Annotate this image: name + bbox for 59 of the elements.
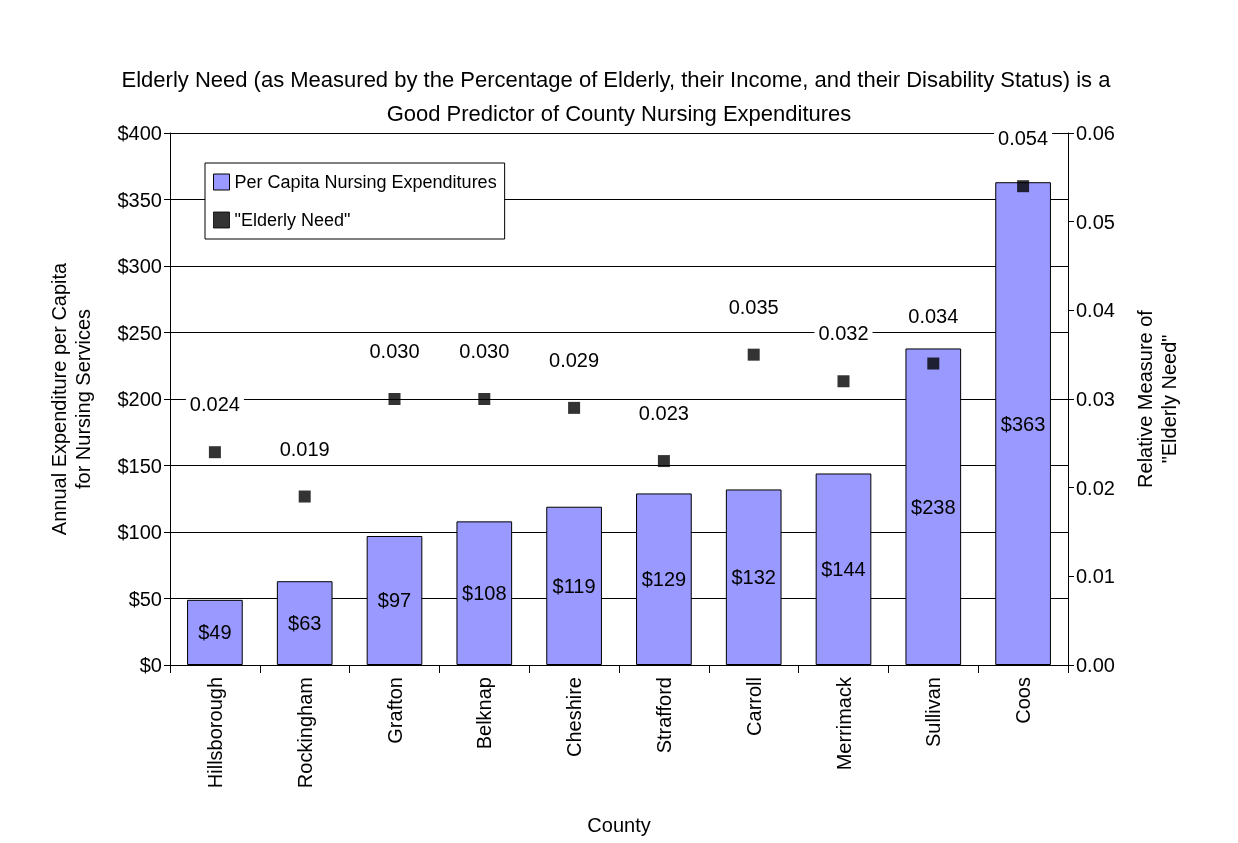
y2-tick-label: 0.05 (1076, 210, 1115, 233)
data-label: 0.023 (638, 402, 689, 425)
x-tick-label: Coos (1012, 677, 1035, 724)
point (298, 490, 311, 503)
x-tick-label: Sullivan (922, 677, 945, 748)
data-label: 0.029 (549, 348, 600, 371)
y2-tick-label: 0.01 (1076, 565, 1115, 588)
data-label: $63 (288, 612, 322, 635)
data-label: 0.035 (728, 295, 779, 318)
point (208, 446, 221, 459)
legend-label: Per Capita Nursing Expenditures (234, 172, 497, 192)
data-label: 0.034 (908, 304, 959, 327)
y2-tick-label: 0.04 (1076, 299, 1115, 322)
y-tick-label: $200 (117, 388, 162, 410)
y2-tick-label: 0.00 (1076, 654, 1115, 676)
point (478, 393, 491, 405)
x-tick-label: Carroll (742, 677, 765, 736)
y-tick-label: $0 (139, 654, 162, 676)
point (568, 401, 581, 414)
point (927, 357, 940, 370)
data-label: 0.030 (369, 340, 420, 362)
y2-tick-label: 0.02 (1076, 476, 1115, 499)
legend-label: "Elderly Need" (234, 210, 351, 230)
data-label: $363 (1000, 412, 1046, 435)
y-tick-label: $100 (117, 521, 162, 543)
data-label: $97 (377, 589, 412, 612)
x-axis-title: County (587, 814, 651, 836)
x-tick-label: Cheshire (563, 677, 586, 758)
data-label: 0.019 (279, 437, 330, 460)
point (1017, 180, 1030, 193)
x-tick-label: Strafford (652, 677, 675, 754)
data-label: $108 (462, 582, 507, 605)
y2-tick-label: 0.03 (1076, 388, 1115, 410)
y2-axis-title: Relative Measure of "Elderly Need" (1134, 309, 1180, 488)
y-axis-title: Annual Expenditure per Capita for Nursing Services (48, 261, 94, 536)
data-label: $144 (821, 558, 866, 581)
point (747, 348, 760, 361)
point (837, 375, 850, 388)
y-tick-label: $50 (128, 587, 162, 610)
point (657, 455, 670, 468)
data-label: 0.032 (818, 322, 869, 345)
y-tick-label: $150 (117, 454, 162, 477)
data-label: 0.030 (459, 340, 510, 362)
y-tick-label: $300 (117, 255, 162, 277)
x-tick-label: Hillsborough (203, 677, 226, 789)
data-label: $238 (911, 495, 956, 518)
x-tick-label: Belknap (473, 677, 496, 750)
y-tick-label: $350 (117, 188, 162, 211)
point (388, 393, 401, 405)
x-tick-label: Rockingham (293, 677, 316, 789)
x-tick-label: Grafton (383, 677, 406, 744)
data-label: $49 (198, 621, 232, 644)
y-tick-label: $250 (117, 321, 162, 344)
data-label: 0.024 (189, 393, 240, 416)
data-label: $129 (641, 568, 687, 591)
x-tick-label: Merrimack (832, 676, 855, 771)
data-label: $132 (731, 566, 776, 589)
data-label: 0.054 (998, 127, 1049, 150)
data-label: $119 (552, 574, 596, 597)
